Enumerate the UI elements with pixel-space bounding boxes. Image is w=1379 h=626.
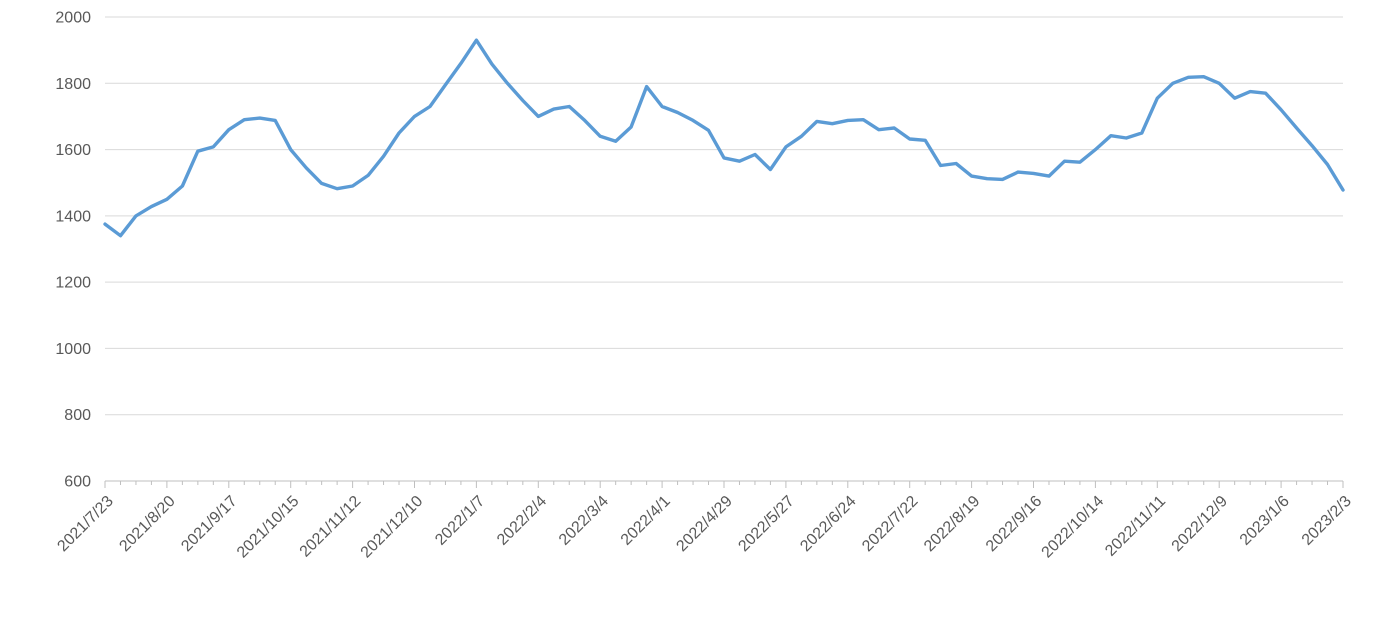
x-axis-tick-label: 2022/4/29 — [673, 493, 735, 555]
x-axis-tick-label: 2022/4/1 — [618, 493, 674, 549]
y-axis-tick-label: 600 — [64, 474, 91, 491]
x-axis-tick-label: 2022/9/16 — [983, 493, 1045, 555]
y-axis-tick-label: 1000 — [55, 341, 91, 358]
x-axis-tick-label: 2022/1/7 — [432, 493, 488, 549]
y-axis-tick-label: 2000 — [55, 10, 91, 27]
y-axis-tick-label: 800 — [64, 407, 91, 424]
y-axis-tick-label: 1400 — [55, 208, 91, 225]
x-axis-tick-label: 2022/10/14 — [1039, 493, 1108, 562]
y-axis-tick-label: 1800 — [55, 76, 91, 93]
x-axis-tick-label: 2021/9/17 — [178, 493, 240, 555]
y-axis-tick-label: 1600 — [55, 142, 91, 159]
x-axis-tick-label: 2021/11/12 — [297, 493, 365, 561]
x-axis-tick-label: 2022/11/11 — [1102, 493, 1169, 560]
x-axis-tick-label: 2022/3/4 — [556, 493, 612, 549]
x-axis-tick-label: 2022/7/22 — [859, 493, 921, 555]
x-axis-tick-label: 2022/2/4 — [494, 493, 550, 549]
x-axis-tick-label: 2023/1/6 — [1237, 493, 1293, 549]
x-axis-tick-label: 2021/12/10 — [358, 493, 427, 562]
y-axis-tick-label: 1200 — [55, 275, 91, 292]
x-axis-tick-label: 2022/12/9 — [1169, 493, 1231, 555]
x-axis-tick-label: 2023/2/3 — [1299, 493, 1355, 549]
x-axis-tick-label: 2022/8/19 — [921, 493, 983, 555]
x-axis-tick-label: 2021/8/20 — [116, 493, 178, 555]
x-axis-tick-label: 2021/7/23 — [54, 493, 116, 555]
x-axis-tick-label: 2021/10/15 — [234, 493, 303, 562]
data-series-line — [103, 38, 1345, 238]
x-axis-tick-label: 2022/6/24 — [797, 493, 859, 555]
x-axis-tick-label: 2022/5/27 — [735, 493, 797, 555]
